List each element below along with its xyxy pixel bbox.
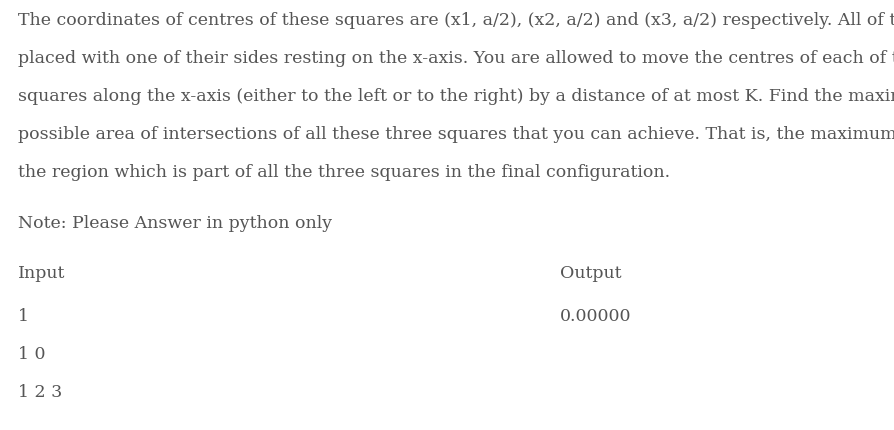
Text: 1 2 3: 1 2 3 xyxy=(18,383,63,400)
Text: 1: 1 xyxy=(18,307,29,324)
Text: the region which is part of all the three squares in the final configuration.: the region which is part of all the thre… xyxy=(18,164,670,181)
Text: possible area of intersections of all these three squares that you can achieve. : possible area of intersections of all th… xyxy=(18,126,894,143)
Text: 0.00000: 0.00000 xyxy=(560,307,631,324)
Text: Output: Output xyxy=(560,264,621,281)
Text: The coordinates of centres of these squares are (x1, a/2), (x2, a/2) and (x3, a/: The coordinates of centres of these squa… xyxy=(18,12,894,29)
Text: Input: Input xyxy=(18,264,65,281)
Text: squares along the x-axis (either to the left or to the right) by a distance of a: squares along the x-axis (either to the … xyxy=(18,88,894,105)
Text: Note: Please Answer in python only: Note: Please Answer in python only xyxy=(18,215,333,231)
Text: 1 0: 1 0 xyxy=(18,345,46,362)
Text: placed with one of their sides resting on the x-axis. You are allowed to move th: placed with one of their sides resting o… xyxy=(18,50,894,67)
